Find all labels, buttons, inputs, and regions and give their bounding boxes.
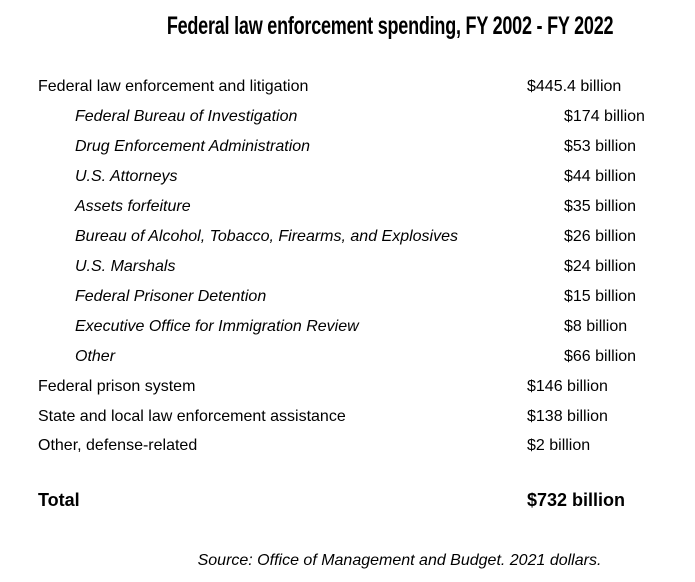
row-value: $2 billion — [527, 437, 591, 454]
table-row: Drug Enforcement Administration $53 billi… — [0, 136, 695, 158]
table-row: Executive Office for Immigration Review $… — [0, 316, 695, 338]
row-value: $8 billion — [564, 318, 628, 335]
table-row: Federal Bureau of Investigation $174 bill… — [0, 106, 695, 128]
row-label: U.S. Attorneys — [75, 168, 178, 185]
row-value: $174 billion — [564, 108, 645, 125]
row-value: $445.4 billion — [527, 78, 622, 95]
total-row: Total $732 billion — [0, 489, 695, 511]
row-label: Federal Bureau of Investigation — [75, 108, 298, 125]
row-label: Federal prison system — [38, 378, 196, 395]
row-label: Other — [75, 348, 116, 365]
table-row: State and local law enforcement assistan… — [0, 406, 695, 428]
table-row: Federal law enforcement and litigation $4… — [0, 76, 695, 98]
row-label: Federal law enforcement and litigation — [38, 78, 309, 95]
table-row: U.S. Marshals $24 billion — [0, 256, 695, 278]
row-value: $146 billion — [527, 378, 608, 395]
row-label: U.S. Marshals — [75, 258, 176, 275]
row-label: Assets forfeiture — [75, 198, 191, 215]
row-label: Bureau of Alcohol, Tobacco, Firearms, an… — [75, 228, 459, 245]
row-value: $35 billion — [564, 198, 637, 215]
page-title: Federal law enforcement spending, FY 200… — [166, 12, 614, 40]
row-label: Drug Enforcement Administration — [75, 138, 311, 155]
table-row: Assets forfeiture $35 billion — [0, 196, 695, 218]
table-row: Federal Prisoner Detention $15 billion — [0, 286, 695, 308]
row-label: Other, defense-related — [38, 437, 198, 454]
row-value: $44 billion — [564, 168, 637, 185]
table-row: Federal prison system $146 billion — [0, 376, 695, 398]
table-row: Other $66 billion — [0, 346, 695, 368]
row-value: $66 billion — [564, 348, 637, 365]
row-label: Federal Prisoner Detention — [75, 288, 267, 305]
table-row: Other, defense-related $2 billion — [0, 435, 695, 457]
row-label: State and local law enforcement assistan… — [38, 408, 346, 425]
total-label: Total — [38, 490, 80, 510]
table-row: U.S. Attorneys $44 billion — [0, 166, 695, 188]
row-value: $138 billion — [527, 408, 608, 425]
row-value: $15 billion — [564, 288, 637, 305]
row-label: Executive Office for Immigration Review — [75, 318, 359, 335]
table-row: Bureau of Alcohol, Tobacco, Firearms, an… — [0, 226, 695, 248]
total-value: $732 billion — [527, 490, 626, 510]
row-value: $26 billion — [564, 228, 637, 245]
row-value: $24 billion — [564, 258, 637, 275]
source-note: Source: Office of Management and Budget.… — [197, 552, 602, 569]
row-value: $53 billion — [564, 138, 637, 155]
